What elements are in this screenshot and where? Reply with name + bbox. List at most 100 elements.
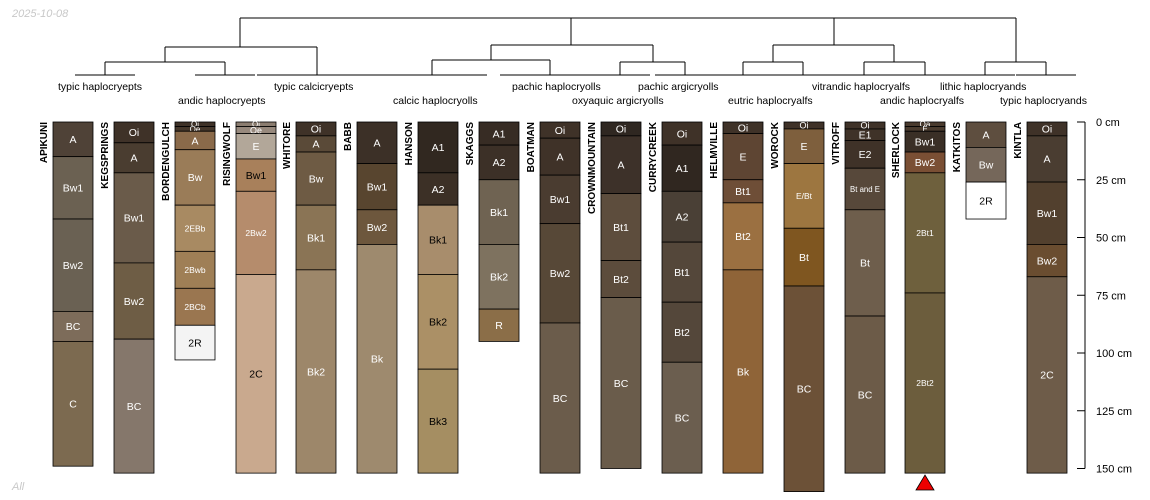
- horizon-helmville-bt1: Bt1: [722, 179, 764, 204]
- horizon-hanson-a1: A1: [417, 121, 459, 174]
- horizon-worock-e: E: [783, 128, 825, 164]
- horizon-katkitos-bw: Bw: [965, 147, 1007, 183]
- horizon-label: Bw2: [1037, 255, 1058, 267]
- horizon-block: [417, 121, 459, 174]
- horizon-label: Oi: [738, 123, 749, 135]
- profile-name-sherlock: SHERLOCK: [891, 121, 902, 178]
- horizon-label: Bw: [309, 173, 324, 185]
- profile-hanson: A1 A2 Bk1 Bk2 Bk3 HANSON: [404, 121, 459, 474]
- horizon-crownmountain-bt1: Bt1: [600, 193, 642, 261]
- horizon-block: [174, 149, 216, 206]
- horizon-label: A1: [493, 128, 506, 140]
- horizon-vitroff-bt-and-e: Bt and E: [844, 167, 886, 211]
- taxon-label-eutric-haplocryalfs: eutric haplocryalfs: [728, 95, 813, 107]
- horizon-block: [356, 163, 398, 211]
- horizon-label: 2Bwb: [184, 265, 206, 275]
- profile-boatman: Oi A Bw1 Bw2 BC BOATMAN: [526, 121, 581, 474]
- horizon-label: Oi: [800, 121, 809, 131]
- taxon-label-calcic-haplocryolls: calcic haplocryolls: [393, 95, 478, 107]
- horizon-block: [417, 172, 459, 206]
- horizon-label: Oe: [190, 125, 201, 134]
- horizon-risingwolf-2c: 2C: [235, 274, 277, 474]
- taxon-label-pachic-haplocryolls: pachic haplocryolls: [512, 81, 601, 93]
- horizon-apikuni-c: C: [52, 341, 94, 467]
- horizon-label: Oi: [1042, 124, 1053, 136]
- horizon-label: 2C: [249, 369, 263, 381]
- horizon-worock-bt: Bt: [783, 227, 825, 287]
- horizon-label: A: [312, 139, 319, 151]
- horizon-block: [539, 223, 581, 324]
- taxon-label-lithic-haplocryands: lithic haplocryands: [940, 81, 1026, 93]
- horizon-katkitos-a: A: [965, 121, 1007, 148]
- horizon-block: [295, 269, 337, 474]
- profile-name-worock: WOROCK: [770, 121, 781, 168]
- axis-tick-label: 150 cm: [1096, 464, 1132, 476]
- horizon-block: [174, 324, 216, 361]
- horizon-block: [113, 338, 155, 474]
- horizon-block: [478, 179, 520, 245]
- horizon-label: A: [69, 134, 76, 146]
- horizon-label: Bw: [979, 160, 994, 172]
- horizon-block: [235, 274, 277, 474]
- horizon-block: [844, 209, 886, 317]
- horizon-label: Bk2: [429, 317, 447, 329]
- horizon-block: [783, 128, 825, 164]
- horizon-block: [52, 156, 94, 220]
- axis-tick-label: 50 cm: [1096, 233, 1126, 245]
- horizon-block: [356, 121, 398, 164]
- horizon-label: A1: [676, 163, 689, 175]
- horizon-label: BC: [675, 412, 690, 424]
- horizon-vitroff-bc: BC: [844, 315, 886, 474]
- horizon-skaggs-r: R: [478, 308, 520, 342]
- horizon-hanson-bk1: Bk1: [417, 204, 459, 275]
- horizon-block: [722, 269, 764, 474]
- horizon-skaggs-a1: A1: [478, 121, 520, 146]
- horizon-block: [52, 311, 94, 342]
- horizon-block: [356, 244, 398, 474]
- horizon-helmville-e: E: [722, 133, 764, 181]
- horizon-label: Bk: [371, 354, 384, 366]
- horizon-hanson-bk2: Bk2: [417, 274, 459, 370]
- profile-name-babb: BABB: [343, 122, 354, 151]
- horizon-block: [722, 202, 764, 271]
- horizon-vitroff-e1: E1: [844, 128, 886, 141]
- horizon-kegsprings-a: A: [113, 142, 155, 174]
- horizon-label: Bt2: [735, 231, 751, 243]
- horizon-helmville-bk: Bk: [722, 269, 764, 474]
- horizon-block: [965, 181, 1007, 220]
- horizon-label: 2Bt2: [916, 378, 934, 388]
- profile-name-boatman: BOATMAN: [526, 122, 537, 172]
- horizon-block: [539, 322, 581, 474]
- horizon-kintla-2c: 2C: [1026, 276, 1068, 474]
- horizon-helmville-bt2: Bt2: [722, 202, 764, 271]
- horizon-boatman-bw2: Bw2: [539, 223, 581, 324]
- horizon-helmville-oi: Oi: [722, 121, 764, 135]
- horizon-label: Bk1: [490, 207, 508, 219]
- profile-name-kintla: KINTLA: [1013, 122, 1024, 159]
- horizon-block: [904, 172, 946, 294]
- horizon-sherlock-bw1: Bw1: [904, 130, 946, 153]
- profile-kegsprings: Oi A Bw1 Bw2 BC KEGSPRINGS: [100, 121, 155, 474]
- horizon-worock-e-bt: E/Bt: [783, 163, 825, 229]
- horizon-label: Bw1: [63, 183, 84, 195]
- horizon-label: Bw2: [63, 260, 84, 272]
- horizon-whitore-oi: Oi: [295, 121, 337, 137]
- horizon-currycreek-oi: Oi: [661, 121, 703, 146]
- horizon-currycreek-bc: BC: [661, 361, 703, 474]
- horizon-hanson-a2: A2: [417, 172, 459, 206]
- profile-name-whitore: WHITORE: [282, 122, 293, 169]
- horizon-block: [417, 368, 459, 474]
- horizon-label: C: [69, 399, 77, 411]
- horizon-block: [1026, 276, 1068, 474]
- horizon-block: [295, 204, 337, 271]
- horizon-label: Bt2: [613, 274, 629, 286]
- horizon-babb-bk: Bk: [356, 244, 398, 474]
- horizon-block: [661, 144, 703, 192]
- horizon-block: [235, 190, 277, 275]
- axis-tick-label: 25 cm: [1096, 175, 1126, 187]
- horizon-whitore-bk1: Bk1: [295, 204, 337, 271]
- profile-kintla: Oi A Bw1 Bw2 2C KINTLA: [1013, 121, 1068, 474]
